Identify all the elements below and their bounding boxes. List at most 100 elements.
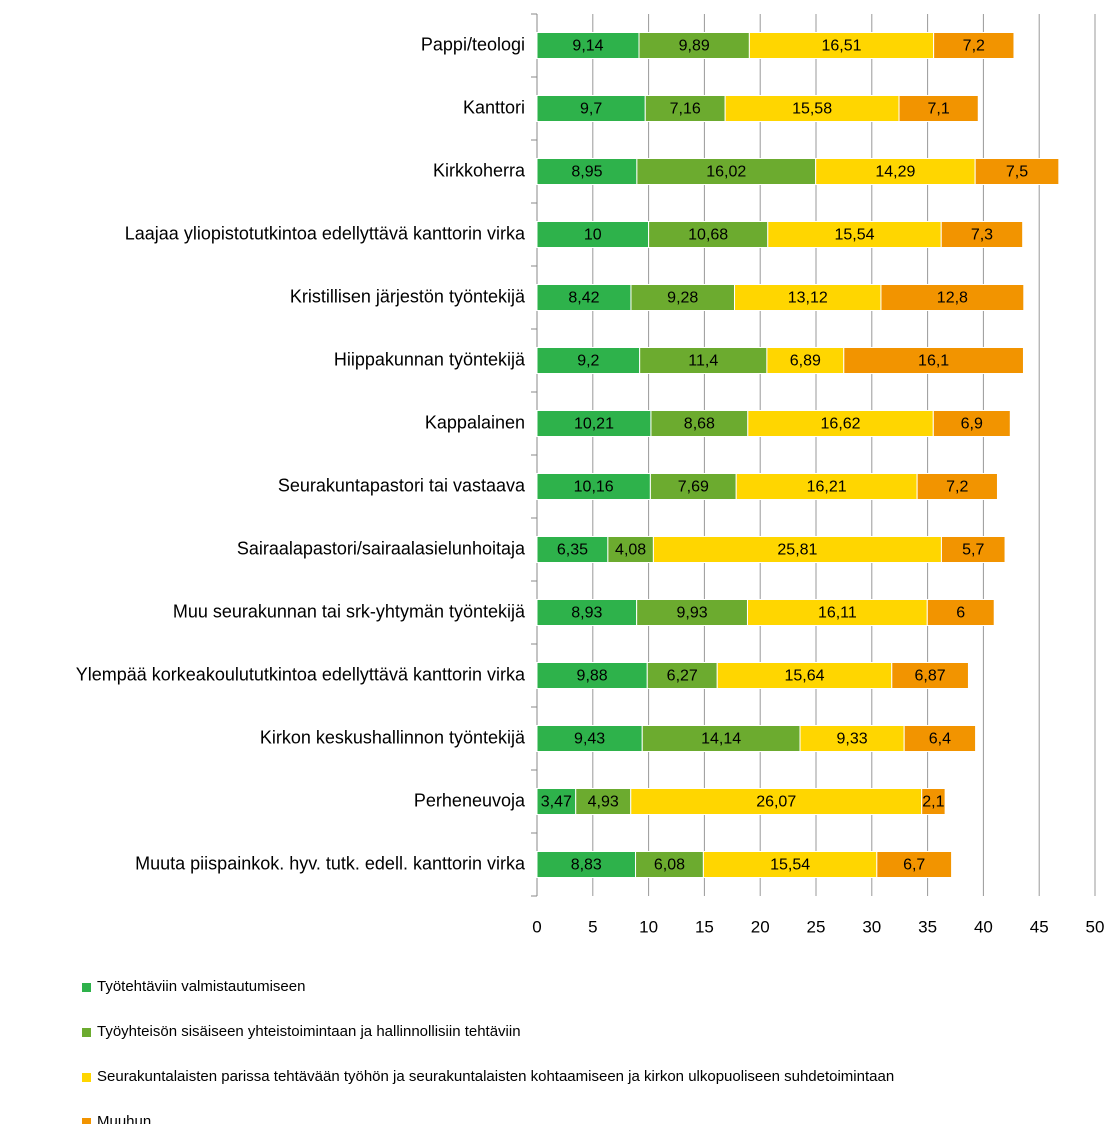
bar-segment — [635, 851, 704, 878]
data-label: 15,54 — [834, 227, 874, 244]
bar-segment — [903, 725, 977, 752]
data-label: 11,4 — [688, 353, 718, 370]
data-label: 16,1 — [918, 353, 949, 370]
bar-segment — [536, 32, 640, 59]
bar-segment — [891, 662, 969, 689]
bar-segment — [536, 662, 648, 689]
data-label: 9,43 — [574, 731, 605, 748]
x-tick-label: 45 — [1030, 917, 1049, 936]
bar-segment — [916, 473, 998, 500]
bar-segment — [536, 410, 652, 437]
data-label: 16,62 — [821, 416, 861, 433]
bar-segment — [652, 536, 942, 563]
data-label: 8,83 — [571, 857, 602, 874]
bar-segment — [536, 788, 577, 815]
bar-segment — [940, 221, 1024, 248]
data-label: 4,93 — [588, 794, 619, 811]
data-label: 6,89 — [790, 353, 821, 370]
bar-segment — [636, 158, 817, 185]
category-label: Seurakuntapastori tai vastaava — [278, 475, 526, 495]
bar-segment — [638, 32, 750, 59]
data-label: 10 — [584, 227, 602, 244]
data-label: 9,28 — [667, 290, 698, 307]
data-label: 5,7 — [962, 542, 984, 559]
bar-segment — [536, 284, 632, 311]
data-label: 8,68 — [684, 416, 715, 433]
legend-label: Seurakuntalaisten parissa tehtävään työh… — [97, 1068, 894, 1085]
legend-swatch — [82, 1118, 91, 1124]
data-label: 6,7 — [903, 857, 925, 874]
bar-segment — [933, 32, 1015, 59]
data-label: 16,21 — [807, 479, 847, 496]
x-tick-label: 10 — [639, 917, 658, 936]
bar-segment — [843, 347, 1024, 374]
bar-segment — [815, 158, 976, 185]
data-label: 15,64 — [784, 668, 824, 685]
bar-segment — [536, 851, 637, 878]
category-label: Muu seurakunnan tai srk-yhtymän työnteki… — [173, 601, 526, 621]
bar-segment — [921, 788, 946, 815]
data-label: 26,07 — [756, 794, 796, 811]
data-label: 14,14 — [701, 731, 741, 748]
bar-segment — [880, 284, 1025, 311]
data-label: 6,08 — [654, 857, 685, 874]
bar-segment — [702, 851, 878, 878]
data-label: 2,1 — [922, 794, 944, 811]
bar-segment — [536, 347, 641, 374]
category-label: Kappalainen — [425, 412, 525, 432]
bar-segment — [876, 851, 953, 878]
bar-segment — [926, 599, 995, 626]
bar-segment — [644, 95, 726, 122]
bar-segment — [648, 221, 769, 248]
bar-segment — [630, 788, 923, 815]
x-tick-label: 15 — [695, 917, 714, 936]
bar-segment — [649, 473, 737, 500]
data-label: 25,81 — [777, 542, 817, 559]
data-label: 9,88 — [577, 668, 608, 685]
data-label: 9,7 — [580, 101, 602, 118]
legend-label: Työyhteisön sisäiseen yhteistoimintaan j… — [97, 1023, 521, 1040]
category-label: Kirkon keskushallinnon työntekijä — [260, 727, 526, 747]
bar-segment — [748, 32, 935, 59]
data-label: 6,4 — [929, 731, 951, 748]
data-label: 9,93 — [676, 605, 707, 622]
data-label: 10,21 — [574, 416, 614, 433]
data-label: 16,02 — [706, 164, 746, 181]
category-label: Ylempää korkeakoulututkintoa edellyttävä… — [76, 664, 526, 684]
data-label: 10,16 — [574, 479, 614, 496]
category-label: Hiippakunnan työntekijä — [334, 349, 526, 369]
bar-segment — [932, 410, 1011, 437]
bar-segment — [746, 599, 928, 626]
bar-segment — [766, 347, 845, 374]
legend-swatch — [82, 1028, 91, 1037]
x-tick-label: 20 — [751, 917, 770, 936]
bar-segment — [639, 347, 768, 374]
data-label: 3,47 — [541, 794, 572, 811]
data-label: 7,5 — [1006, 164, 1028, 181]
data-label: 7,2 — [946, 479, 968, 496]
bar-segment — [799, 725, 905, 752]
data-label: 9,33 — [837, 731, 868, 748]
data-label: 13,12 — [788, 290, 828, 307]
data-label: 6,9 — [961, 416, 983, 433]
data-label: 9,14 — [572, 38, 603, 55]
data-label: 9,89 — [679, 38, 710, 55]
data-label: 6 — [956, 605, 965, 622]
bar-segment — [940, 536, 1006, 563]
category-label: Kristillisen järjestön työntekijä — [290, 286, 526, 306]
bar-segment — [735, 473, 918, 500]
bar-segment — [898, 95, 979, 122]
bar-segment — [767, 221, 942, 248]
bar-segment — [536, 599, 638, 626]
data-label: 8,93 — [571, 605, 602, 622]
bar-segment — [716, 662, 893, 689]
category-label: Sairaalapastori/sairaalasielunhoitaja — [237, 538, 526, 558]
data-label: 7,2 — [963, 38, 985, 55]
x-tick-label: 50 — [1086, 917, 1105, 936]
legend-label: Muuhun — [97, 1113, 151, 1124]
data-label: 6,87 — [915, 668, 946, 685]
data-label: 15,54 — [770, 857, 810, 874]
data-label: 6,27 — [667, 668, 698, 685]
data-label: 14,29 — [875, 164, 915, 181]
